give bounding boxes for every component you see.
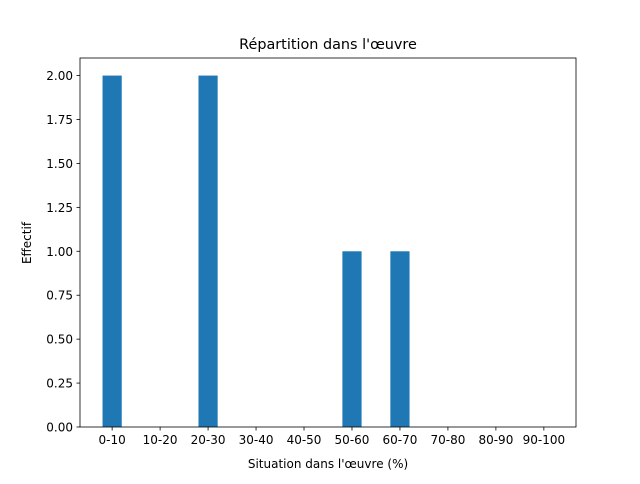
y-axis-label: Effectif xyxy=(20,221,34,264)
plot-frame xyxy=(79,57,577,428)
y-tick-label: 0.75 xyxy=(46,289,73,303)
y-tick-label: 0.50 xyxy=(46,333,73,347)
y-tick-label: 1.50 xyxy=(46,157,73,171)
y-tick-label: 1.75 xyxy=(46,113,73,127)
x-tick-label: 70-80 xyxy=(430,433,465,447)
y-tick-label: 0.25 xyxy=(46,377,73,391)
x-tick-label: 30-40 xyxy=(239,433,274,447)
x-axis-label: Situation dans l'œuvre (%) xyxy=(248,457,408,471)
x-tick-label: 80-90 xyxy=(478,433,513,447)
bar-50-60 xyxy=(342,251,362,427)
y-tick-label: 2.00 xyxy=(46,69,73,83)
chart-title: Répartition dans l'œuvre xyxy=(239,37,417,53)
y-tick-label: 0.00 xyxy=(46,421,73,435)
x-tick-label: 90-100 xyxy=(523,433,566,447)
bar-60-70 xyxy=(390,251,410,427)
x-tick-label: 10-20 xyxy=(143,433,178,447)
bar-20-30 xyxy=(198,75,218,428)
x-tick-label: 40-50 xyxy=(287,433,322,447)
y-tick-label: 1.25 xyxy=(46,201,73,215)
y-tick-label: 1.00 xyxy=(46,245,73,259)
x-tick-label: 60-70 xyxy=(383,433,418,447)
x-tick-label: 0-10 xyxy=(99,433,126,447)
x-tick-label: 50-60 xyxy=(335,433,370,447)
x-tick-label: 20-30 xyxy=(191,433,226,447)
bar-0-10 xyxy=(102,75,122,428)
